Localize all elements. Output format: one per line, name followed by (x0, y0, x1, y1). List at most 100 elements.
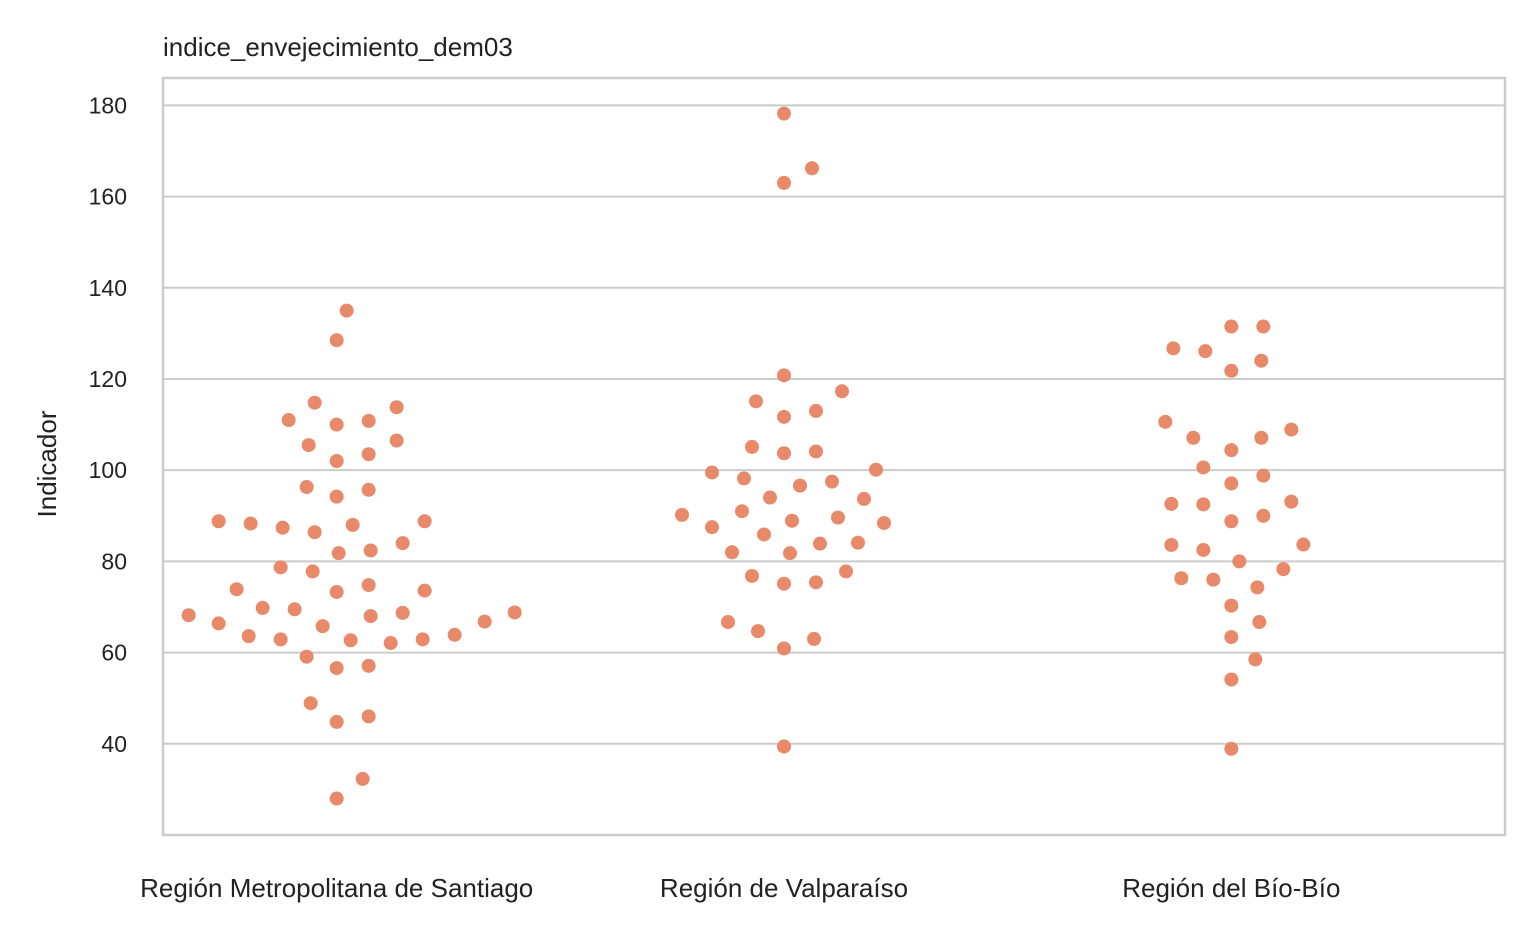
data-point (835, 384, 849, 399)
y-tick-label: 80 (101, 548, 127, 574)
data-point (329, 489, 344, 504)
data-point (417, 514, 432, 529)
data-point (1256, 319, 1271, 334)
data-point (1276, 562, 1291, 577)
data-point (839, 564, 853, 579)
data-point (721, 615, 735, 630)
gridlines (163, 104, 1505, 745)
x-tick-label: Región del Bío-Bío (1122, 873, 1340, 903)
data-point (361, 413, 376, 428)
data-point (229, 582, 244, 597)
data-point (1196, 460, 1211, 475)
data-point (1186, 430, 1201, 445)
data-point (1196, 497, 1211, 512)
data-point (477, 614, 492, 629)
data-point (383, 636, 398, 651)
data-point (361, 709, 376, 724)
data-point (389, 400, 404, 415)
x-tick-label: Región Metropolitana de Santiago (140, 873, 533, 903)
data-point (241, 629, 256, 644)
data-point (745, 568, 759, 583)
data-point (813, 536, 827, 551)
data-point (275, 520, 290, 535)
x-tick-label: Región de Valparaíso (660, 873, 908, 903)
data-point (1254, 353, 1269, 368)
data-point (361, 578, 376, 593)
data-point (1224, 363, 1239, 378)
data-point (363, 609, 378, 624)
data-point (287, 602, 302, 617)
y-tick-label: 160 (89, 184, 127, 210)
data-point (777, 106, 791, 121)
y-axis-label: Indicador (32, 410, 62, 517)
data-point (1206, 572, 1221, 587)
data-point (777, 739, 791, 754)
data-point (857, 491, 871, 506)
data-point (355, 771, 370, 786)
x-axis-ticks: Región Metropolitana de Santiago Región d… (140, 873, 1340, 903)
data-point (329, 714, 344, 729)
data-point (329, 661, 344, 676)
data-point (1296, 537, 1311, 552)
data-point (777, 368, 791, 383)
data-point (281, 413, 296, 428)
data-point (749, 394, 763, 409)
data-point (417, 583, 432, 598)
data-point (783, 546, 797, 561)
data-point (737, 471, 751, 486)
data-point (877, 516, 891, 531)
data-point (1224, 514, 1239, 529)
data-point (329, 454, 344, 469)
data-point (777, 641, 791, 656)
data-point (735, 504, 749, 519)
data-point (243, 516, 258, 531)
chart-title: indice_envejecimiento_dem03 (163, 32, 513, 62)
data-point (273, 560, 288, 575)
data-point (1166, 341, 1181, 356)
data-point (1284, 422, 1299, 437)
data-point (305, 564, 320, 579)
data-point (1224, 672, 1239, 687)
data-point (763, 490, 777, 505)
data-point (329, 417, 344, 432)
y-tick-label: 180 (89, 92, 127, 118)
data-point (211, 616, 226, 631)
data-point (809, 575, 823, 590)
data-point (1224, 741, 1239, 756)
data-point (705, 465, 719, 480)
data-point (389, 433, 404, 448)
data-point (329, 333, 344, 348)
data-point (809, 444, 823, 459)
data-point (745, 439, 759, 454)
data-point (299, 480, 314, 495)
data-point (1224, 319, 1239, 334)
data-point (1252, 615, 1267, 630)
data-point (273, 632, 288, 647)
y-tick-label: 60 (101, 640, 127, 666)
data-point (315, 619, 330, 634)
data-point (807, 631, 821, 646)
data-point (361, 658, 376, 673)
data-point (255, 600, 270, 615)
data-point (1232, 554, 1247, 569)
data-point (329, 584, 344, 599)
data-point (1164, 537, 1179, 552)
y-axis-ticks: 40 60 80 100 120 140 160 180 (89, 92, 127, 756)
data-points (181, 106, 1311, 806)
data-point (307, 395, 322, 410)
data-point (1250, 580, 1265, 595)
data-point (363, 543, 378, 558)
data-point (1256, 508, 1271, 523)
data-point (869, 462, 883, 477)
data-point (831, 510, 845, 525)
data-point (301, 438, 316, 453)
data-point (825, 474, 839, 489)
data-point (1224, 630, 1239, 645)
data-point (725, 545, 739, 560)
data-point (805, 161, 819, 176)
data-point (395, 605, 410, 620)
data-point (331, 546, 346, 561)
data-point (303, 696, 318, 711)
data-point (307, 525, 322, 540)
